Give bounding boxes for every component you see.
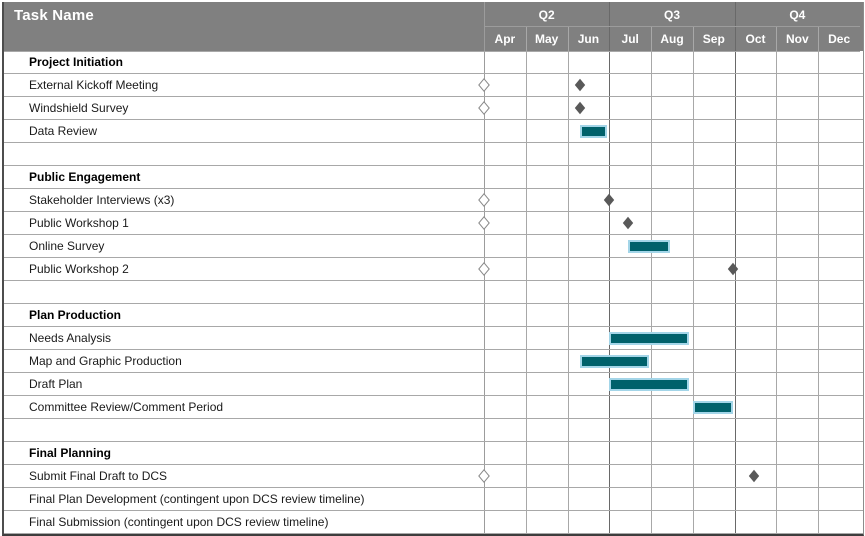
task-label: Online Survey: [29, 239, 105, 253]
section-label: Final Planning: [29, 446, 112, 460]
task-row: Map and Graphic Production: [4, 350, 863, 373]
milestone-diamond-icon: [603, 193, 615, 207]
task-row: Public Workshop 2: [4, 258, 863, 281]
milestone-diamond-icon: [622, 216, 634, 230]
quarter-header-q2: Q2: [538, 8, 555, 22]
task-label: Public Workshop 1: [29, 216, 129, 230]
section-label: Project Initiation: [29, 55, 124, 69]
section-row: Plan Production: [4, 304, 863, 327]
month-header-jun: Jun: [577, 32, 600, 46]
quarter-header-q4: Q4: [789, 8, 806, 22]
section-label: Plan Production: [29, 308, 122, 322]
task-row: Final Submission (contingent upon DCS re…: [4, 511, 863, 534]
month-header-apr: Apr: [494, 32, 516, 46]
milestone-diamond-icon: [727, 262, 739, 276]
pending-milestone-icon: [478, 193, 490, 207]
task-label: Final Plan Development (contingent upon …: [29, 492, 365, 506]
task-label: Draft Plan: [29, 377, 83, 391]
month-header-aug: Aug: [660, 32, 684, 46]
task-row: Data Review: [4, 120, 863, 143]
gantt-header: Task Name Q2 Q3 Q4 Apr May Jun Jul Aug Sep Oct No…: [4, 2, 863, 51]
quarter-boundary-line: [609, 2, 611, 534]
task-row: Final Plan Development (contingent upon …: [4, 488, 863, 511]
task-label: Public Workshop 2: [29, 262, 129, 276]
section-label: Public Engagement: [29, 170, 141, 184]
task-row: External Kickoff Meeting: [4, 74, 863, 97]
month-header-nov: Nov: [786, 32, 809, 46]
header-row-divider: [484, 26, 860, 27]
pending-milestone-icon: [478, 216, 490, 230]
task-row: Needs Analysis: [4, 327, 863, 350]
spacer-row: [4, 419, 863, 442]
month-header-jul: Jul: [621, 32, 639, 46]
month-header-dec: Dec: [828, 32, 851, 46]
task-label: Submit Final Draft to DCS: [29, 469, 168, 483]
milestone-diamond-icon: [574, 78, 586, 92]
section-row: Final Planning: [4, 442, 863, 465]
task-label: Needs Analysis: [29, 331, 112, 345]
spacer-row: [4, 143, 863, 166]
task-label: External Kickoff Meeting: [29, 78, 159, 92]
pending-milestone-icon: [478, 262, 490, 276]
pending-milestone-icon: [478, 469, 490, 483]
task-row: Stakeholder Interviews (x3): [4, 189, 863, 212]
task-label: Stakeholder Interviews (x3): [29, 193, 175, 207]
header-bottom-line: [4, 51, 860, 52]
section-row: Project Initiation: [4, 51, 863, 74]
task-row: Committee Review/Comment Period: [4, 396, 863, 419]
milestone-diamond-icon: [748, 469, 760, 483]
task-name-column-title: Task Name: [14, 7, 94, 24]
task-row: Draft Plan: [4, 373, 863, 396]
task-row: Public Workshop 1: [4, 212, 863, 235]
month-header-oct: Oct: [745, 32, 766, 46]
section-row: Public Engagement: [4, 166, 863, 189]
task-row: Online Survey: [4, 235, 863, 258]
task-bar: [580, 125, 608, 138]
task-bar: [628, 240, 670, 253]
pending-milestone-icon: [478, 101, 490, 115]
pending-milestone-icon: [478, 78, 490, 92]
month-header-sep: Sep: [702, 32, 725, 46]
task-label: Committee Review/Comment Period: [29, 400, 224, 414]
task-label: Map and Graphic Production: [29, 354, 182, 368]
gantt-body: Project Initiation External Kickoff Meeti…: [4, 51, 863, 534]
task-bar: [609, 332, 689, 345]
task-row: Windshield Survey: [4, 97, 863, 120]
task-bar: [692, 401, 734, 414]
task-label: Windshield Survey: [29, 101, 129, 115]
task-bar: [580, 355, 650, 368]
quarter-header-q3: Q3: [663, 8, 680, 22]
task-label: Final Submission (contingent upon DCS re…: [29, 515, 329, 529]
task-row: Submit Final Draft to DCS: [4, 465, 863, 488]
month-header-may: May: [534, 32, 559, 46]
task-bar: [609, 378, 689, 391]
milestone-diamond-icon: [574, 101, 586, 115]
spacer-row: [4, 281, 863, 304]
task-label: Data Review: [29, 124, 98, 138]
